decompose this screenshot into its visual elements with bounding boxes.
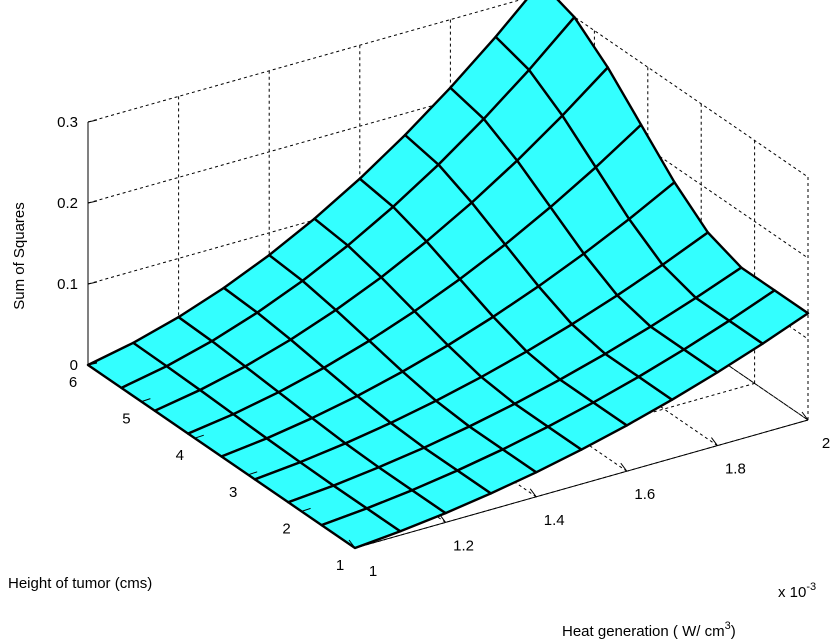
y-tick-label: 6 xyxy=(69,374,77,391)
x-multiplier-exponent: -3 xyxy=(806,581,816,593)
surface-layer xyxy=(86,0,810,550)
z-axis-label: Sum of Squares xyxy=(11,202,28,310)
z-tick-label: 0.3 xyxy=(57,114,78,131)
y-tick-label: 4 xyxy=(176,447,184,464)
z-tick-2 xyxy=(87,200,98,204)
x-tick-label: 1 xyxy=(369,563,377,580)
x-axis-line xyxy=(354,419,809,549)
y-axis-line xyxy=(87,364,356,549)
y-tick-label: 3 xyxy=(229,484,237,501)
surface-patch-0-9 xyxy=(728,289,810,345)
y-tick-2 xyxy=(248,471,258,476)
z-tick-label: 0.1 xyxy=(57,276,78,293)
x-tick-1 xyxy=(439,514,447,523)
axis-layer: 0 0.1 0.2 0.3 1 2 3 4 5 6 1 1.2 1.4 1.6 1.8 2 xyxy=(57,114,830,580)
x-tick-label: 1.2 xyxy=(453,537,474,554)
y-tick-label: 1 xyxy=(336,557,344,574)
x-axis-label: Heat generation ( W/ cm3) xyxy=(562,620,736,640)
x-axis-label-close: ) xyxy=(731,623,736,640)
z-tick-label: 0.2 xyxy=(57,195,78,212)
x-tick-2 xyxy=(529,488,537,498)
z-tick-label: 0 xyxy=(70,357,78,374)
y-tick-label: 2 xyxy=(282,520,290,537)
x-axis-label-main: Heat generation ( W/ cm xyxy=(562,623,725,640)
x-multiplier-base: x 10 xyxy=(778,584,806,601)
y-axis-label: Height of tumor (cms) xyxy=(8,575,152,592)
y-tick-5 xyxy=(87,361,98,366)
x-tick-label: 1.4 xyxy=(544,512,565,529)
x-axis-label-superscript: 3 xyxy=(725,620,731,632)
x-tick-3 xyxy=(620,462,628,472)
x-tick-0 xyxy=(348,539,356,549)
y-tick-1 xyxy=(301,507,311,512)
x-tick-5 xyxy=(801,411,809,421)
y-tick-3 xyxy=(194,434,204,439)
y-tick-4 xyxy=(141,398,151,403)
x-multiplier: x 10-3 xyxy=(778,581,816,601)
y-tick-0 xyxy=(354,544,365,549)
z-tick-3 xyxy=(87,119,98,123)
label-layer: Sum of Squares Height of tumor (cms) Hea… xyxy=(8,202,816,640)
x-tick-label: 1.8 xyxy=(725,461,746,478)
x-tick-label: 1.6 xyxy=(634,486,655,503)
x-tick-label: 2 xyxy=(822,435,830,452)
x-tick-4 xyxy=(711,437,718,446)
z-tick-1 xyxy=(87,281,98,285)
grid-back-z-3 xyxy=(87,0,522,123)
y-tick-label: 5 xyxy=(122,411,130,428)
